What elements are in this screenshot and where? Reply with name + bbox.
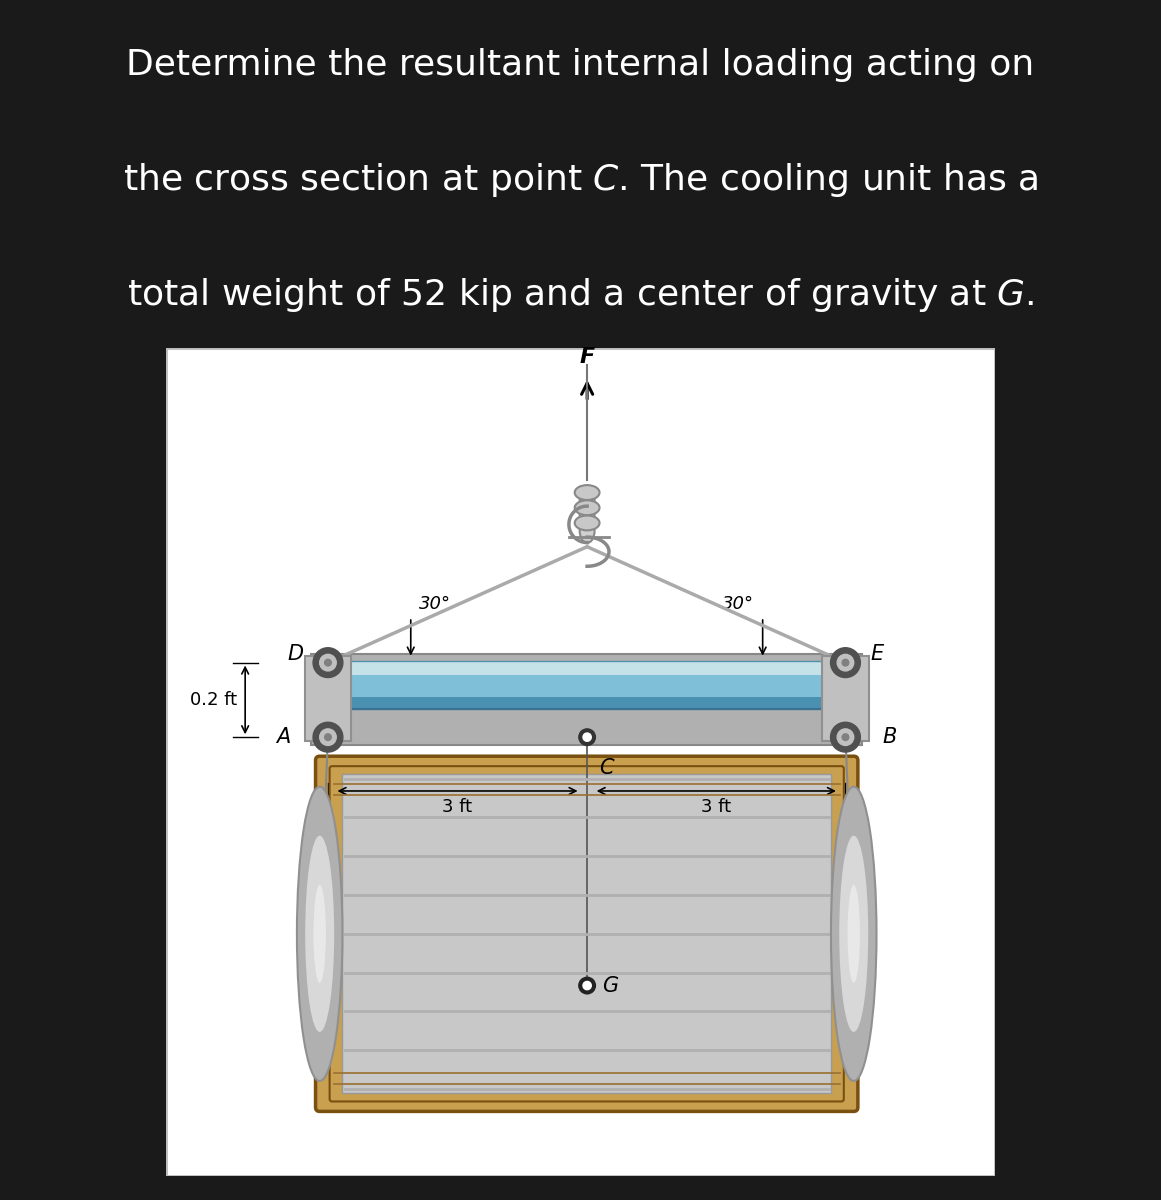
Ellipse shape — [313, 884, 326, 983]
Circle shape — [313, 648, 342, 678]
Text: Determine the resultant internal loading acting on: Determine the resultant internal loading… — [127, 48, 1034, 82]
Text: 3 ft: 3 ft — [442, 798, 473, 816]
Ellipse shape — [579, 518, 594, 542]
Ellipse shape — [575, 500, 599, 515]
Circle shape — [319, 654, 337, 671]
Text: G: G — [603, 976, 618, 996]
Bar — [316, 661, 858, 709]
Text: E: E — [871, 644, 884, 665]
Ellipse shape — [579, 503, 594, 528]
Polygon shape — [305, 656, 351, 742]
Circle shape — [579, 728, 596, 745]
Bar — [311, 654, 861, 745]
Circle shape — [830, 722, 860, 752]
Text: A: A — [276, 727, 290, 748]
Text: the cross section at point $C$. The cooling unit has a: the cross section at point $C$. The cool… — [123, 161, 1038, 199]
Text: 0.2 ft: 0.2 ft — [189, 691, 237, 709]
Circle shape — [579, 977, 596, 994]
Circle shape — [325, 734, 331, 740]
Ellipse shape — [575, 516, 599, 530]
Circle shape — [319, 728, 337, 745]
Circle shape — [313, 722, 342, 752]
Text: B: B — [882, 727, 897, 748]
Ellipse shape — [297, 787, 342, 1081]
Circle shape — [842, 734, 849, 740]
Circle shape — [837, 654, 853, 671]
Bar — [316, 697, 858, 709]
Ellipse shape — [839, 835, 868, 1032]
Circle shape — [583, 733, 591, 742]
Circle shape — [325, 659, 331, 666]
Ellipse shape — [831, 787, 877, 1081]
Circle shape — [583, 982, 591, 990]
Circle shape — [837, 728, 853, 745]
Circle shape — [842, 659, 849, 666]
Bar — [316, 676, 858, 709]
Text: C: C — [599, 758, 614, 778]
Text: F: F — [579, 347, 594, 367]
Text: D: D — [287, 644, 303, 665]
FancyBboxPatch shape — [316, 756, 858, 1111]
Text: 3 ft: 3 ft — [701, 798, 731, 816]
Text: total weight of 52 kip and a center of gravity at $G$.: total weight of 52 kip and a center of g… — [127, 276, 1034, 314]
Ellipse shape — [848, 884, 860, 983]
Text: 30°: 30° — [419, 595, 450, 613]
Ellipse shape — [579, 487, 594, 512]
Bar — [316, 661, 858, 709]
Bar — [342, 774, 831, 1093]
Polygon shape — [822, 656, 868, 742]
Text: 30°: 30° — [722, 595, 755, 613]
Ellipse shape — [575, 485, 599, 500]
Ellipse shape — [305, 835, 334, 1032]
Circle shape — [830, 648, 860, 678]
